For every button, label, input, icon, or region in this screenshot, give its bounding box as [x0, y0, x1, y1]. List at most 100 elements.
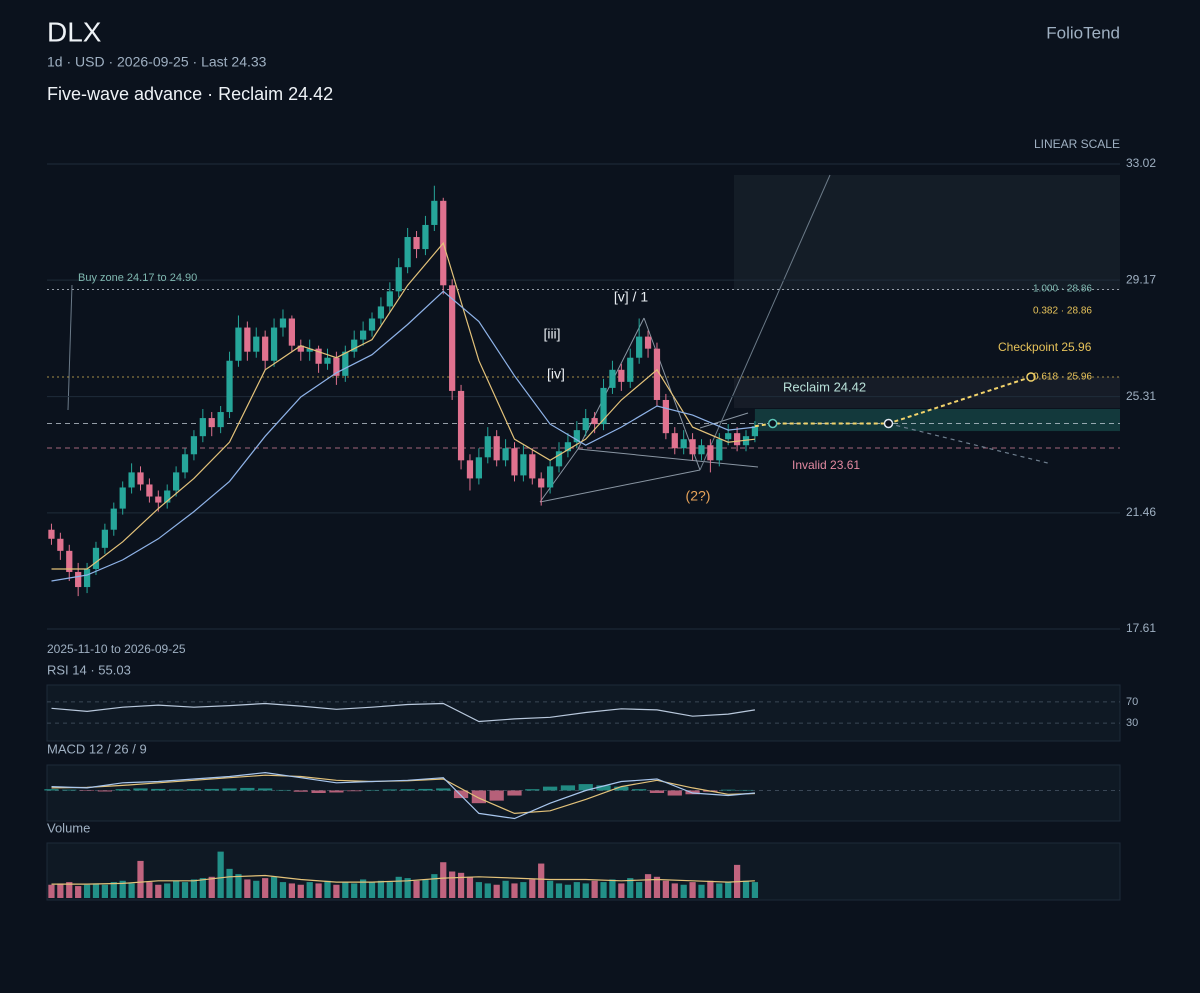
volume-bar — [155, 884, 162, 898]
volume-bar — [529, 879, 536, 898]
macd-hist — [667, 790, 682, 796]
volume-bar — [351, 883, 358, 898]
wave-line — [539, 448, 579, 503]
macd-hist — [649, 790, 665, 793]
candle-body — [564, 442, 572, 452]
volume-bar — [164, 883, 171, 898]
macd-hist — [489, 790, 504, 801]
annotation: Invalid 23.61 — [792, 458, 860, 472]
y-tick-label: 25.31 — [1126, 389, 1156, 403]
volume-bar — [270, 876, 278, 898]
volume-bar — [546, 880, 554, 898]
macd-hist — [62, 789, 77, 791]
rsi-title: RSI 14 · 55.03 — [47, 662, 131, 677]
volume-bar — [217, 851, 224, 898]
volume-bar — [83, 884, 91, 898]
candle-body — [110, 508, 117, 530]
volume-bar — [609, 879, 616, 898]
candle-body — [609, 369, 616, 388]
candle-body — [484, 436, 491, 458]
scale-label: LINEAR SCALE — [1034, 137, 1120, 151]
annotation: 1.000 · 28.86 — [1033, 284, 1092, 295]
candle-body — [92, 547, 100, 569]
volume-bar — [190, 879, 198, 898]
checkpoint-band — [734, 377, 1120, 408]
volume-bar — [636, 882, 643, 898]
projection — [754, 376, 1032, 428]
projection-point — [767, 418, 778, 429]
candle-body — [119, 487, 126, 509]
macd-hist — [293, 790, 308, 792]
candle-body — [457, 390, 465, 461]
wave-line — [539, 469, 701, 503]
macd-hist — [79, 790, 95, 791]
headline: Five-wave advance · Reclaim 24.42 — [47, 84, 333, 104]
candle-body — [716, 439, 723, 461]
volume-bar — [475, 882, 482, 898]
volume-bar — [342, 882, 349, 898]
annotation: [iv] — [547, 366, 565, 382]
candle-body — [422, 224, 429, 250]
annotation: [iii] — [543, 326, 560, 342]
volume-bar — [377, 880, 385, 898]
candle-body — [253, 336, 260, 352]
volume-bar — [538, 863, 545, 898]
volume-bar — [315, 883, 322, 898]
candle-body — [172, 472, 180, 491]
volume-bar — [404, 878, 411, 898]
volume-bar — [466, 876, 474, 898]
candle-body — [644, 336, 652, 349]
volume-bar — [680, 884, 687, 898]
annotation: [v] / 1 — [614, 289, 648, 305]
candle-body — [306, 348, 313, 352]
volume-bar — [253, 880, 260, 898]
candle-body — [725, 433, 732, 440]
y-tick-label: 33.02 — [1126, 156, 1156, 170]
volume-bar — [591, 880, 598, 898]
volume-bar — [324, 880, 331, 898]
candle-body — [618, 369, 625, 382]
candle-body — [48, 529, 55, 539]
volume-bar — [751, 882, 759, 898]
macd-hist — [275, 789, 291, 791]
candle-body — [226, 360, 233, 413]
candle-body — [164, 490, 171, 503]
volume-bar — [573, 882, 580, 898]
volume-bar — [413, 880, 420, 898]
candle-body — [155, 496, 162, 503]
volume-bar — [244, 879, 251, 898]
candle-body — [689, 439, 696, 455]
candle-body — [83, 568, 91, 588]
macd-hist — [453, 790, 469, 799]
candle-body — [493, 436, 500, 461]
macd-panel — [46, 764, 1121, 822]
candle-body — [128, 472, 135, 488]
macd-hist — [400, 789, 415, 791]
volume-bar — [457, 872, 465, 898]
macd-hist — [133, 788, 148, 791]
candle-body — [75, 571, 82, 588]
annotation: (2?) — [686, 488, 711, 504]
candle-body — [733, 433, 741, 446]
candle-body — [333, 357, 340, 376]
candle-body — [520, 454, 527, 476]
wave-line — [577, 448, 759, 468]
macd-hist — [204, 788, 219, 791]
candle-body — [582, 418, 589, 431]
volume-bar — [359, 879, 367, 898]
candle-body — [698, 445, 705, 455]
macd-hist — [347, 790, 362, 792]
candle-body — [217, 412, 224, 428]
volume-bar — [235, 874, 242, 898]
candle-body — [475, 457, 482, 479]
macd-hist — [507, 790, 522, 796]
volume-bar — [226, 868, 233, 898]
candle-body — [662, 399, 669, 434]
volume-bar — [333, 884, 340, 898]
volume-bar — [110, 882, 117, 898]
volume-bar — [66, 882, 73, 898]
macd-hist — [614, 786, 629, 791]
volume-bar — [449, 871, 456, 898]
volume-bar — [493, 884, 500, 898]
candle-body — [653, 348, 661, 400]
